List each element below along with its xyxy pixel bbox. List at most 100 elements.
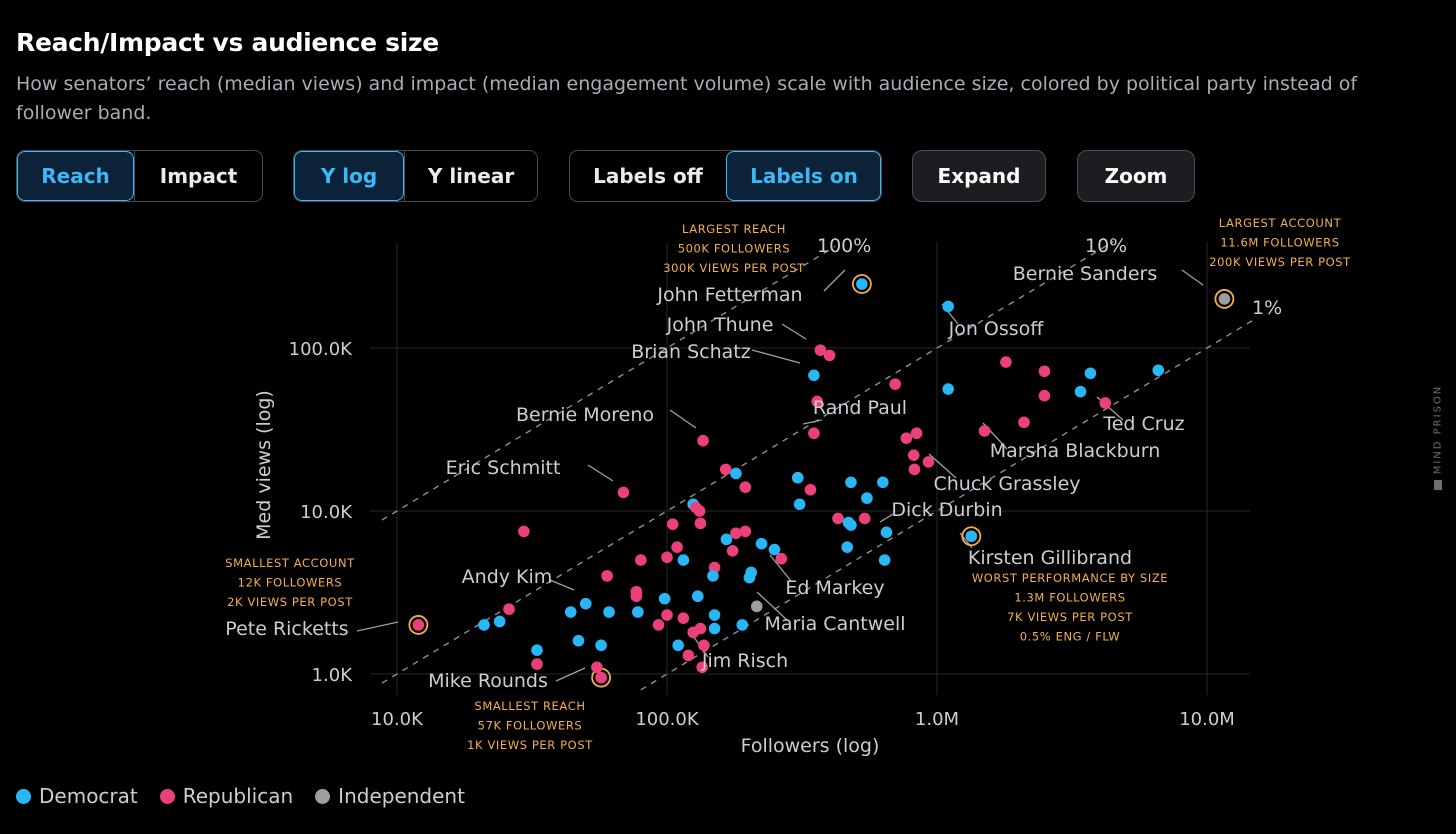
data-point [743,571,756,584]
data-point [793,498,806,511]
data-point [661,609,673,621]
data-point [531,644,543,656]
y-tick-label: 100.0K [289,339,354,360]
legend-label-republican: Republican [182,784,294,808]
labels-off-button[interactable]: Labels off [570,151,726,201]
data-point [708,622,721,635]
data-point [845,476,857,489]
data-point [707,570,719,582]
data-point [736,619,749,631]
impact-button[interactable]: Impact [134,151,262,201]
democrat-dot-icon [16,788,31,804]
leader-line [756,591,788,621]
data-point [708,609,721,621]
point-label: Chuck Grassley [933,473,1080,495]
y-axis-label: Med views (log) [253,390,275,540]
labels-on-button[interactable]: Labels on [726,151,881,201]
data-point [910,427,923,440]
data-point [978,425,991,437]
leader-line [769,554,792,582]
data-point [900,432,913,444]
data-point [907,449,920,461]
annotation-text: LARGEST REACH [682,222,786,236]
watermark: MIND PRISON [1430,372,1446,492]
legend-item-democrat[interactable]: Democrat [16,784,138,808]
annotation-text: 200K VIEWS PER POST [1209,255,1351,269]
point-label: Ted Cruz [1102,413,1184,435]
y-linear-button[interactable]: Y linear [404,151,537,201]
highlight-ring [961,526,982,547]
legend-label-independent: Independent [338,784,465,808]
data-point [1152,364,1165,377]
data-point [889,378,901,390]
data-point [808,369,820,382]
data-point [531,658,543,670]
scatter-chart: 100% 10%1% 10.0K 100.0K 1.0M 10.0M1.0K10.0K1… [225,216,1351,757]
point-label: Pete Ricketts [225,618,348,640]
annotation-text: 300K VIEWS PER POST [663,261,805,275]
data-point [832,512,844,525]
y-log-button[interactable]: Y log [294,151,405,201]
data-point [682,649,695,662]
metric-toggle: Reach Impact [16,150,263,202]
x-tick-label: 10.0K [371,709,424,730]
x-tick-label: 100.0K [635,709,700,730]
highlight-ring [851,274,872,294]
point-label: Kirsten Gillibrand [968,547,1132,569]
data-point [698,639,710,652]
zoom-button[interactable]: Zoom [1077,150,1195,202]
data-point [730,467,742,480]
leader-line [928,453,957,479]
republican-dot-icon [159,788,175,804]
data-point [697,434,709,447]
data-point [691,590,704,603]
data-point [942,383,954,395]
data-point [814,344,827,356]
annotation-text: 7K VIEWS PER POST [1007,610,1133,624]
ratio-lines: 100% 10% 1% [381,235,1282,691]
legend-item-independent[interactable]: Independent [315,784,465,808]
reach-button[interactable]: Reach [17,151,135,201]
data-point [720,533,733,546]
data-point [671,541,683,553]
data-point [877,476,889,489]
x-tick-label: 10.0M [1179,709,1235,730]
legend-item-republican[interactable]: Republican [159,784,294,808]
expand-button[interactable]: Expand [912,150,1046,202]
data-point [878,554,891,566]
data-point [755,537,768,550]
point-label: Marsha Blackburn [990,440,1161,462]
leader-line [802,419,823,425]
data-point [739,525,752,538]
labels-toggle: Labels off Labels on [569,150,882,202]
data-point [677,612,690,624]
annotation-text: 1K VIEWS PER POST [467,738,593,752]
independent-dot-icon [315,788,331,804]
data-points [408,274,1235,688]
point-label: Bernie Moreno [516,404,654,426]
data-point [739,481,752,493]
data-point [965,530,978,543]
data-point [750,600,763,613]
data-point [845,519,857,531]
annotation-text: 12K FOLLOWERS [238,576,343,590]
annotations: LARGEST REACH 500K FOLLOWERS 300K VIEWS PE… [225,216,1351,752]
data-point [1074,385,1087,398]
data-point [478,619,490,631]
data-point [880,526,893,539]
annotation-text: SMALLEST ACCOUNT [225,556,355,570]
data-point [804,483,817,496]
data-point [768,543,781,556]
data-point [823,349,836,362]
leader-line [823,269,846,292]
data-point [856,278,868,290]
annotation-text: 11.6M FOLLOWERS [1220,236,1339,250]
data-point [601,570,613,582]
ratio-line [381,240,1114,684]
point-label: Brian Schatz [631,341,750,363]
leader-line [549,579,575,591]
point-label: Bernie Sanders [1013,263,1157,285]
data-point [635,554,647,566]
highlight-ring [408,615,429,635]
annotation-text: LARGEST ACCOUNT [1219,216,1342,230]
